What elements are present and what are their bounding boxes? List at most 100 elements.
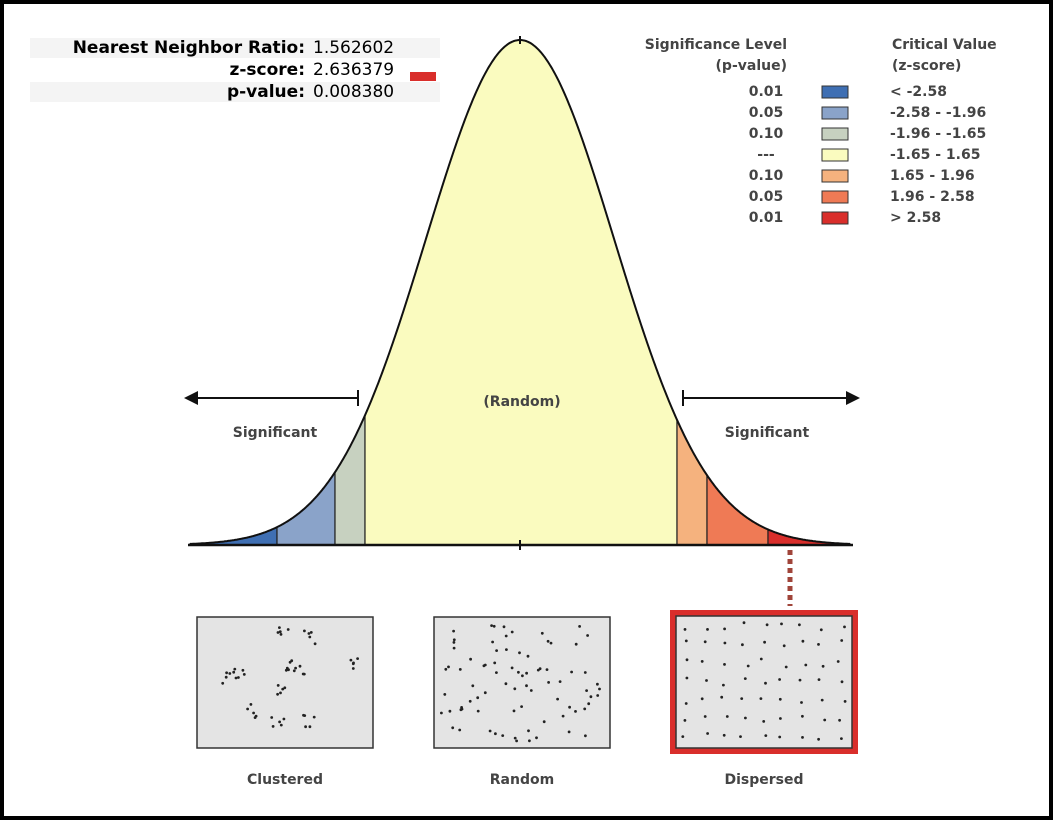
legend-z: < -2.58 — [890, 84, 947, 100]
legend-swatch — [822, 86, 848, 98]
point — [840, 737, 843, 740]
point — [528, 739, 531, 742]
point — [501, 734, 504, 737]
point — [535, 736, 538, 739]
point — [511, 631, 514, 634]
point — [720, 696, 723, 699]
legend-swatch — [822, 170, 848, 182]
point — [541, 632, 544, 635]
point — [525, 672, 528, 675]
point — [279, 630, 282, 633]
legend-p: 0.05 — [749, 189, 784, 205]
point — [278, 721, 281, 724]
point — [584, 671, 587, 674]
point — [844, 700, 847, 703]
point — [283, 686, 286, 689]
point — [350, 659, 353, 662]
point — [817, 643, 820, 646]
legend-header: Significance Level — [645, 37, 787, 53]
point — [705, 679, 708, 682]
point — [701, 660, 704, 663]
point — [490, 624, 493, 627]
diagram: Nearest Neighbor Ratio: 1.562602 z-score: 2… — [0, 0, 1053, 820]
point — [513, 710, 516, 713]
point — [293, 669, 296, 672]
stat-value: 1.562602 — [313, 38, 394, 58]
legend-header: (p-value) — [716, 58, 787, 74]
point — [550, 642, 553, 645]
point — [521, 674, 524, 677]
point — [444, 668, 447, 671]
point — [801, 736, 804, 739]
point — [587, 702, 590, 705]
point — [547, 681, 550, 684]
legend-swatch — [822, 128, 848, 140]
point — [559, 680, 562, 683]
stat-label: p-value: — [227, 82, 305, 102]
point — [804, 664, 807, 667]
legend-swatch — [822, 191, 848, 203]
point — [779, 698, 782, 701]
point — [303, 630, 306, 633]
point — [279, 692, 282, 695]
point — [785, 666, 788, 669]
point — [235, 677, 238, 680]
point — [252, 712, 255, 715]
point — [822, 665, 825, 668]
point — [283, 718, 286, 721]
legend-z: 1.96 - 2.58 — [890, 189, 975, 205]
legend-z: -2.58 - -1.96 — [890, 105, 986, 121]
point — [277, 684, 280, 687]
point — [246, 708, 249, 711]
point — [530, 689, 533, 692]
point — [744, 677, 747, 680]
legend-p: 0.10 — [749, 126, 784, 142]
point — [802, 640, 805, 643]
point — [575, 643, 578, 646]
point — [228, 672, 231, 675]
point — [570, 671, 573, 674]
point — [779, 717, 782, 720]
point — [314, 642, 317, 645]
point — [723, 663, 726, 666]
point — [686, 677, 689, 680]
point — [598, 688, 601, 691]
point — [352, 667, 355, 670]
point — [817, 738, 820, 741]
point — [242, 669, 245, 672]
point — [484, 664, 487, 667]
point — [308, 636, 311, 639]
point — [232, 671, 235, 674]
point — [841, 680, 844, 683]
point — [766, 623, 769, 626]
point — [452, 630, 455, 633]
point — [778, 678, 781, 681]
point — [304, 725, 307, 728]
point — [460, 706, 463, 709]
point — [525, 684, 528, 687]
point — [685, 640, 688, 643]
point — [843, 626, 846, 629]
legend-header: (z-score) — [892, 58, 961, 74]
legend-p: 0.10 — [749, 168, 784, 184]
curve-label: (Random) — [483, 394, 560, 410]
point — [840, 639, 843, 642]
point — [685, 702, 688, 705]
curve-label: Significant — [233, 425, 318, 441]
stat-value: 2.636379 — [313, 60, 394, 80]
stat-label: z-score: — [229, 60, 305, 80]
pattern-label: Dispersed — [724, 772, 803, 788]
pattern-label: Random — [490, 772, 554, 788]
point — [515, 740, 518, 743]
point — [302, 673, 305, 676]
point — [744, 717, 747, 720]
point — [276, 693, 279, 696]
point — [505, 682, 508, 685]
point — [704, 715, 707, 718]
stat-label: Nearest Neighbor Ratio: — [73, 38, 305, 58]
point — [520, 705, 523, 708]
legend-header: Critical Value — [892, 37, 997, 53]
z-marker — [410, 72, 436, 81]
point — [493, 662, 496, 665]
point — [821, 699, 824, 702]
